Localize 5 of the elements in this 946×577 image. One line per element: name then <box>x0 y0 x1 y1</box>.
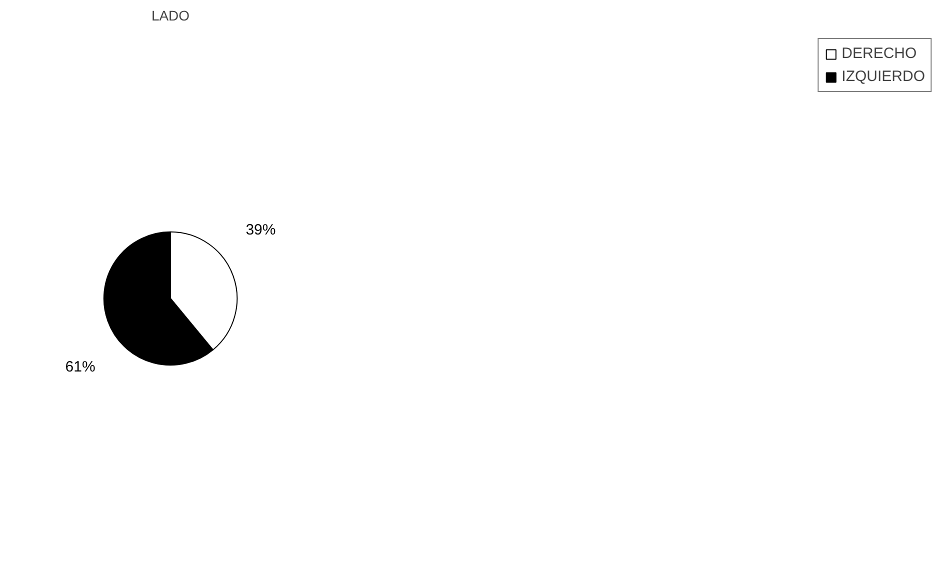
legend-label: IZQUIERDO <box>842 68 925 85</box>
data-label: 39% <box>246 221 276 238</box>
chart-title: LADO <box>151 8 190 24</box>
data-label: 61% <box>65 358 96 376</box>
legend-label: DERECHO <box>842 45 917 62</box>
